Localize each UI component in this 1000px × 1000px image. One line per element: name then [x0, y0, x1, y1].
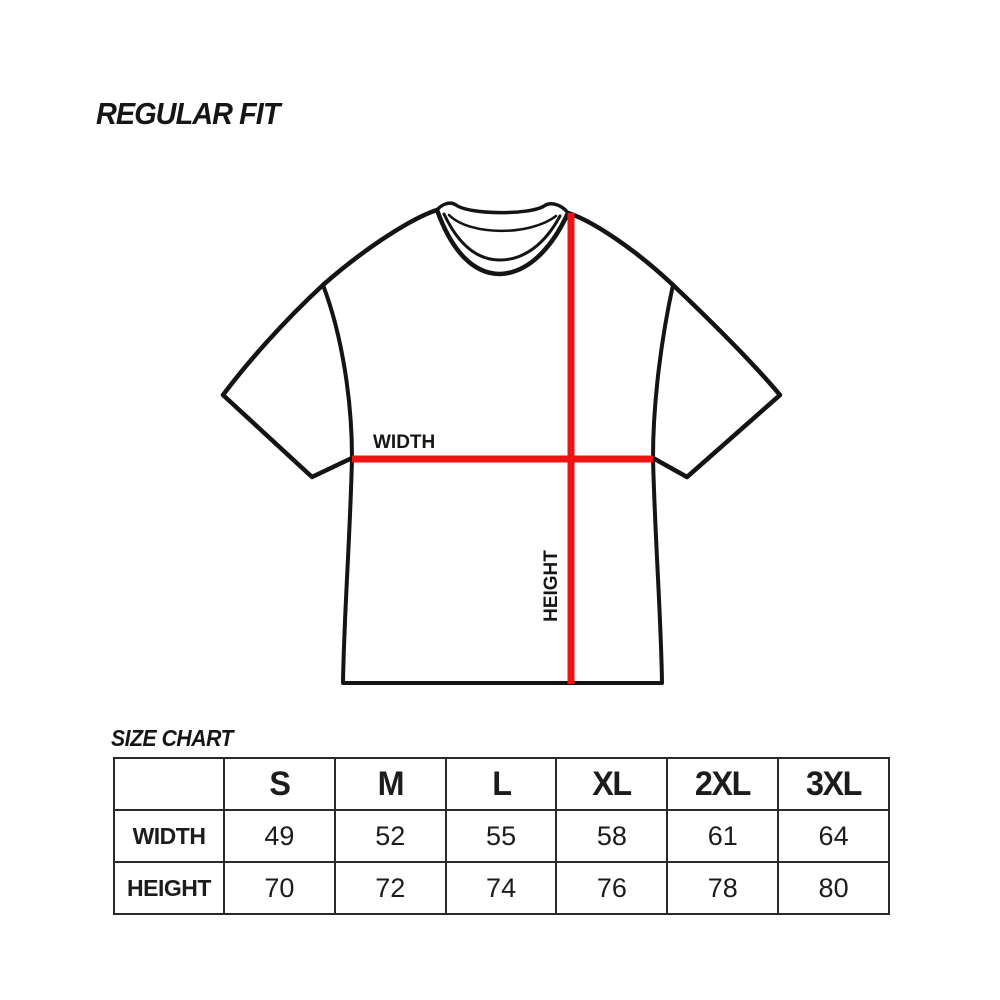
size-column-header: L: [447, 757, 555, 811]
width-value-m: 52: [333, 809, 447, 863]
size-column-header: XL: [558, 757, 666, 811]
height-value-xl: 76: [555, 861, 669, 915]
width-value-xl: 58: [555, 809, 669, 863]
height-value-3xl: 80: [777, 861, 890, 915]
width-row-label: WIDTH: [113, 809, 225, 863]
tshirt-collar-outer: [434, 207, 571, 277]
tshirt-back-neck-seam: [447, 213, 558, 233]
tshirt-collar-inner: [442, 212, 562, 262]
size-column-header: M: [336, 757, 444, 811]
width-row: WIDTH 49 52 55 58 61 64: [113, 809, 890, 863]
width-value-s: 49: [223, 809, 336, 863]
tshirt-body-outline: [321, 283, 675, 685]
tshirt-back-collar-top: [435, 201, 570, 215]
size-column-header: 2XL: [669, 757, 777, 811]
size-column-header: 3XL: [779, 757, 888, 811]
width-measure-label: WIDTH: [373, 432, 435, 453]
page-title: REGULAR FIT: [96, 96, 280, 131]
tshirt-left-sleeve-outline: [220, 207, 440, 480]
height-row-label: HEIGHT: [113, 861, 225, 915]
height-value-s: 70: [223, 861, 336, 915]
size-column-header: S: [225, 757, 334, 811]
height-value-m: 72: [333, 861, 447, 915]
width-value-l: 55: [444, 809, 558, 863]
tshirt-right-sleeve-outline: [565, 210, 783, 480]
width-value-3xl: 64: [777, 809, 890, 863]
height-value-2xl: 78: [666, 861, 780, 915]
height-row: HEIGHT 70 72 74 76 78 80: [113, 861, 890, 915]
size-chart-corner-cell: [113, 757, 225, 811]
size-chart-heading: SIZE CHART: [111, 725, 233, 751]
width-value-2xl: 61: [666, 809, 780, 863]
height-measure-label: HEIGHT: [541, 550, 562, 622]
size-chart-header-row: S M L XL 2XL 3XL: [113, 757, 889, 811]
height-value-l: 74: [444, 861, 558, 915]
size-chart-table: S M L XL 2XL 3XL WIDTH 49 52 55 58 61 64…: [113, 757, 890, 915]
